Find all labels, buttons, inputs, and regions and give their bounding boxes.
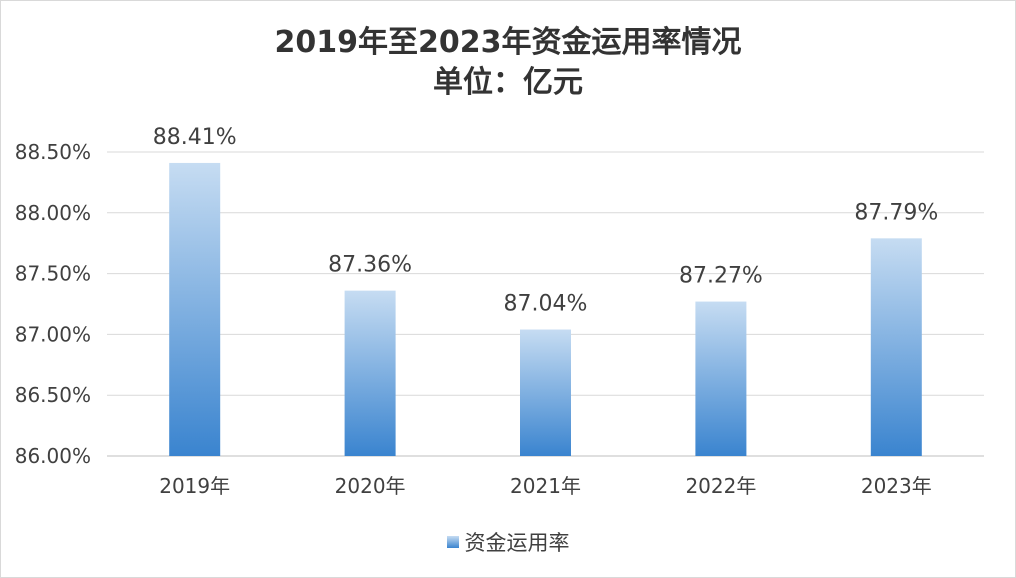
y-tick-label: 86.00% (15, 444, 91, 468)
data-label: 87.04% (504, 292, 588, 317)
y-axis-tick-labels: 86.00% 86.50% 87.00% 87.50% 88.00% 88.50% (15, 140, 91, 468)
x-axis-tick-labels: 2019年 2020年 2021年 2022年 2023年 (159, 474, 932, 498)
x-tick-label: 2023年 (861, 474, 932, 498)
bar (344, 290, 396, 456)
x-tick-label: 2019年 (159, 474, 230, 498)
y-tick-label: 88.00% (15, 201, 91, 225)
y-tick-label: 87.00% (15, 322, 91, 346)
data-label: 88.41% (153, 125, 237, 150)
x-tick-label: 2022年 (685, 474, 756, 498)
bar (169, 162, 221, 456)
bar (695, 301, 747, 456)
y-tick-label: 88.50% (15, 140, 91, 164)
legend-swatch (446, 536, 459, 548)
legend: 资金运用率 (1, 527, 1015, 557)
data-label: 87.27% (679, 264, 763, 289)
x-tick-label: 2020年 (335, 474, 406, 498)
chart-title: 2019年至2023年资金运用率情况 (274, 25, 742, 60)
legend-label: 资金运用率 (464, 531, 570, 555)
bar-chart-plot: 86.00% 86.50% 87.00% 87.50% 88.00% 88.50% 88.… (15, 125, 984, 498)
data-labels: 88.41% 87.36% 87.04% 87.27% 87.79% (153, 125, 938, 317)
y-tick-label: 87.50% (15, 262, 91, 286)
bar (520, 329, 571, 456)
bars (169, 162, 922, 456)
bar (870, 238, 922, 456)
chart-title-block: 2019年至2023年资金运用率情况 单位：亿元 (1, 23, 1015, 103)
data-label: 87.79% (854, 200, 938, 225)
x-tick-label: 2021年 (510, 474, 581, 498)
chart-subtitle: 单位：亿元 (433, 65, 583, 100)
y-tick-label: 86.50% (15, 383, 91, 407)
data-label: 87.36% (328, 253, 412, 278)
